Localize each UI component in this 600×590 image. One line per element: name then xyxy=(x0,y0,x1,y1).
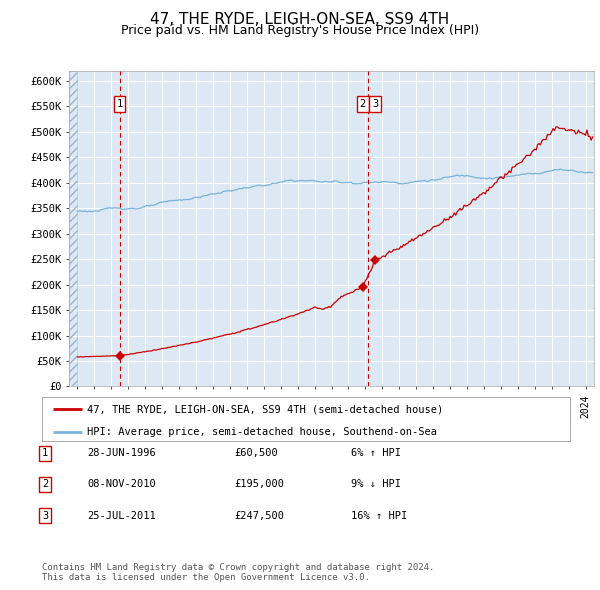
Text: 16% ↑ HPI: 16% ↑ HPI xyxy=(351,511,407,520)
Text: £60,500: £60,500 xyxy=(234,448,278,458)
Text: 3: 3 xyxy=(372,99,378,109)
Text: 1: 1 xyxy=(42,448,48,458)
Text: 6% ↑ HPI: 6% ↑ HPI xyxy=(351,448,401,458)
Text: Contains HM Land Registry data © Crown copyright and database right 2024.
This d: Contains HM Land Registry data © Crown c… xyxy=(42,563,434,582)
Text: 1: 1 xyxy=(116,99,123,109)
Text: 9% ↓ HPI: 9% ↓ HPI xyxy=(351,480,401,489)
Text: 47, THE RYDE, LEIGH-ON-SEA, SS9 4TH: 47, THE RYDE, LEIGH-ON-SEA, SS9 4TH xyxy=(151,12,449,27)
Text: £247,500: £247,500 xyxy=(234,511,284,520)
Text: 25-JUL-2011: 25-JUL-2011 xyxy=(87,511,156,520)
Text: 08-NOV-2010: 08-NOV-2010 xyxy=(87,480,156,489)
Text: Price paid vs. HM Land Registry's House Price Index (HPI): Price paid vs. HM Land Registry's House … xyxy=(121,24,479,37)
Text: 2: 2 xyxy=(360,99,366,109)
Text: 47, THE RYDE, LEIGH-ON-SEA, SS9 4TH (semi-detached house): 47, THE RYDE, LEIGH-ON-SEA, SS9 4TH (sem… xyxy=(87,404,443,414)
Text: £195,000: £195,000 xyxy=(234,480,284,489)
Text: HPI: Average price, semi-detached house, Southend-on-Sea: HPI: Average price, semi-detached house,… xyxy=(87,427,437,437)
Text: 28-JUN-1996: 28-JUN-1996 xyxy=(87,448,156,458)
Text: 2: 2 xyxy=(42,480,48,489)
Text: 3: 3 xyxy=(42,511,48,520)
